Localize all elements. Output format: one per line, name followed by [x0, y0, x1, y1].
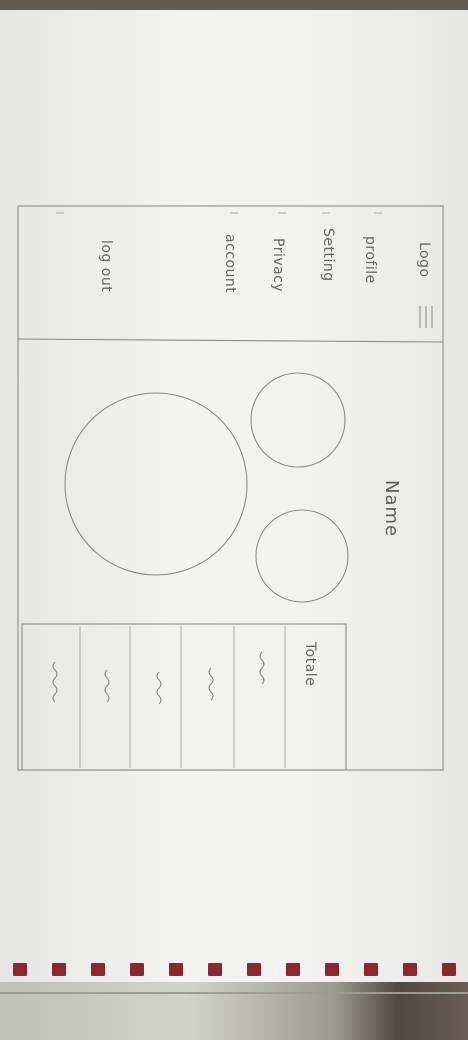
desk-surface — [0, 982, 468, 1040]
name-label: Name — [381, 480, 402, 537]
table-placeholder-rows — [52, 651, 265, 705]
logo-text: Logo — [416, 242, 432, 278]
paper-sheet — [0, 10, 468, 990]
name-label-group: Name — [381, 480, 402, 537]
sidebar-item-privacy[interactable]: Privacy — [270, 238, 286, 292]
table-row — [52, 661, 58, 703]
sidebar-divider — [17, 338, 444, 343]
chart-circle-large — [64, 392, 248, 576]
table-header-totale: Totale — [302, 641, 318, 686]
desk-edge — [0, 992, 468, 994]
notebook-binding — [0, 958, 468, 980]
table-row — [259, 651, 265, 685]
table-header-group: Totale — [302, 641, 318, 686]
hamburger-menu-icon[interactable] — [419, 306, 433, 328]
totals-table — [21, 623, 347, 771]
table-row — [208, 667, 214, 701]
sidebar: Logo profile Setting Privacy account log… — [98, 228, 433, 328]
table-row — [104, 669, 110, 703]
sidebar-item-account[interactable]: account — [222, 234, 238, 293]
sidebar-item-setting[interactable]: Setting — [320, 228, 336, 282]
sidebar-item-profile[interactable]: profile — [362, 236, 378, 284]
avatar-circle-top — [250, 372, 346, 468]
avatar-circle-bottom — [255, 509, 349, 603]
logout-link[interactable]: log out — [98, 240, 114, 292]
table-row — [156, 671, 162, 705]
